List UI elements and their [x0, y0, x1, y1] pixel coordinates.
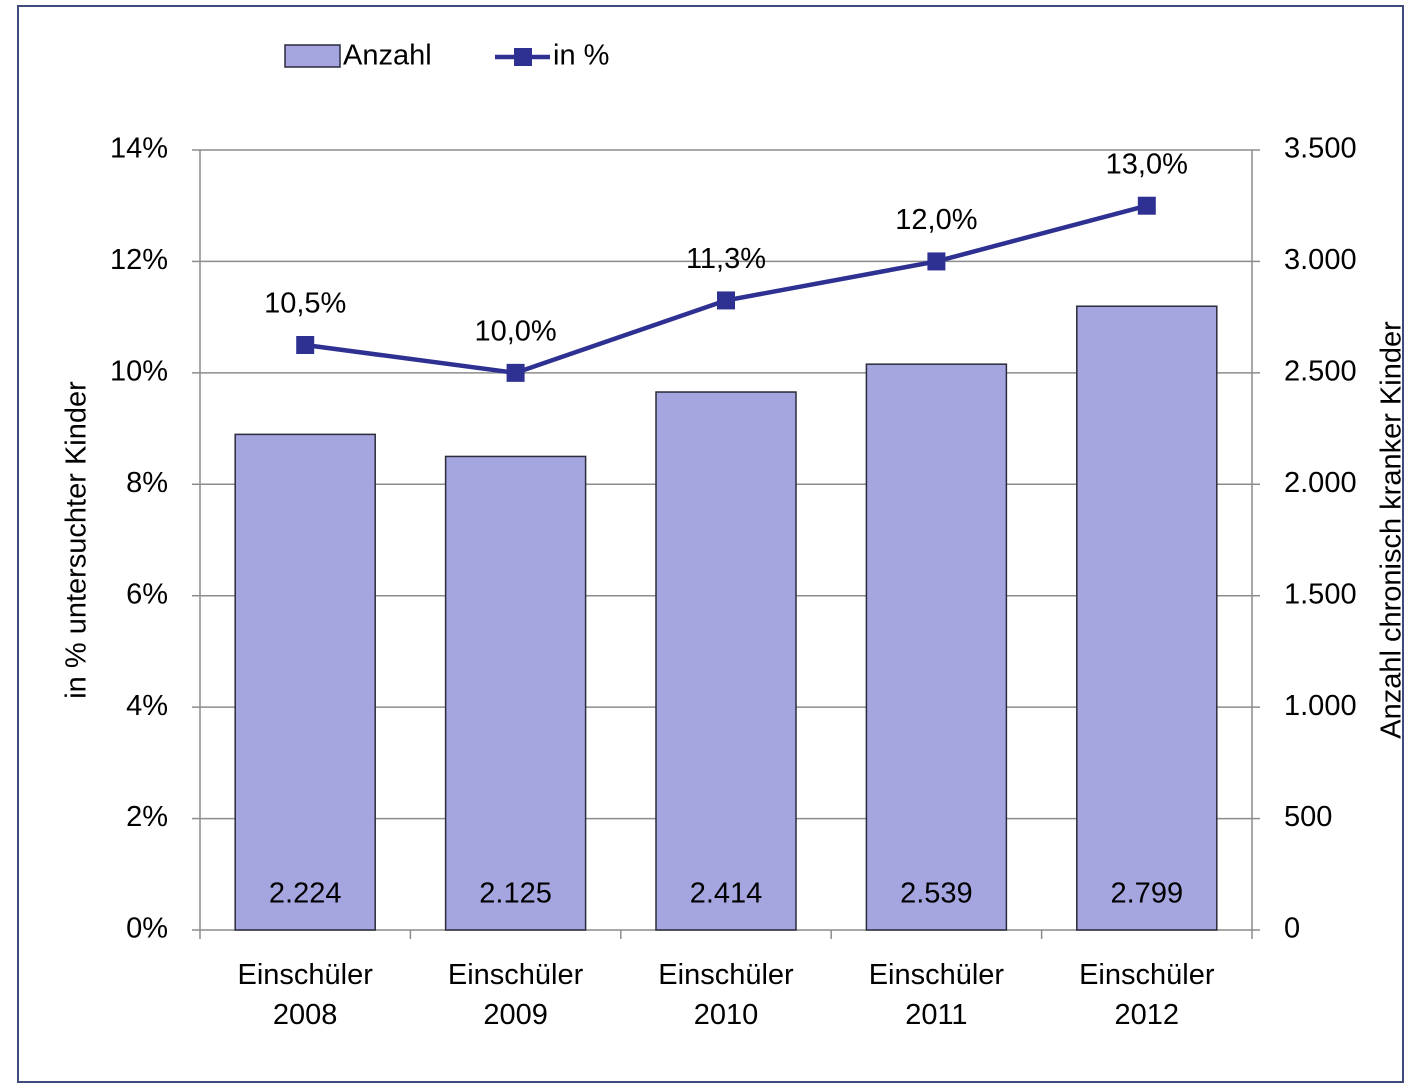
legend-label: in %	[553, 40, 609, 72]
y2-tick-label: 2.500	[1284, 356, 1357, 388]
line-value-label: 10,5%	[264, 288, 346, 320]
y-tick-label: 14%	[110, 133, 168, 165]
bar	[444, 455, 587, 931]
y-tick-label: 4%	[126, 690, 168, 722]
bar	[655, 391, 797, 931]
x-tick-label: Einschüler 2008	[237, 959, 373, 1031]
bar-value-label: 2.799	[1111, 878, 1184, 910]
y-tick-label: 10%	[110, 356, 168, 388]
bar-value-label: 2.224	[269, 878, 342, 910]
y-axis-title: in % untersuchter Kinder	[61, 381, 93, 699]
y-tick-label: 6%	[126, 578, 168, 610]
legend-label: Anzahl	[343, 40, 432, 72]
y2-tick-label: 500	[1284, 801, 1332, 833]
line-value-label: 10,0%	[474, 316, 556, 348]
x-tick-label: Einschüler 2012	[1079, 959, 1215, 1031]
y2-axis-title: Anzahl chronisch kranker Kinder	[1376, 321, 1408, 739]
line-marker	[717, 291, 735, 310]
bar	[1076, 305, 1218, 931]
bar	[234, 433, 376, 931]
bar-value-label: 2.539	[900, 878, 973, 910]
legend-swatch	[284, 44, 341, 68]
y-tick-label: 8%	[126, 467, 168, 499]
y2-tick-label: 1.500	[1284, 578, 1357, 610]
y-tick-label: 0%	[126, 913, 168, 945]
line-marker	[296, 336, 315, 354]
chart-border	[17, 5, 1404, 1083]
line-value-label: 12,0%	[895, 204, 977, 236]
line-value-label: 13,0%	[1106, 148, 1188, 180]
x-tick-label: Einschüler 2009	[447, 959, 584, 1031]
y2-tick-label: 0	[1284, 913, 1300, 945]
x-tick-label: Einschüler 2010	[658, 959, 794, 1031]
line-marker	[506, 363, 525, 382]
legend-swatch-marker	[514, 48, 532, 66]
y-tick-label: 12%	[110, 244, 168, 276]
y2-tick-label: 1.000	[1284, 690, 1357, 722]
line-marker	[927, 252, 946, 271]
y2-tick-label: 2.000	[1284, 467, 1357, 499]
line-marker	[1137, 196, 1156, 215]
bar-value-label: 2.414	[690, 878, 763, 910]
y2-tick-label: 3.000	[1284, 244, 1357, 276]
bar	[865, 363, 1008, 931]
y-tick-label: 2%	[126, 801, 168, 833]
line	[304, 203, 1148, 376]
x-tick-label: Einschüler 2011	[868, 959, 1005, 1031]
bar-value-label: 2.125	[479, 878, 552, 910]
line-value-label: 11,3%	[686, 243, 766, 275]
y2-tick-label: 3.500	[1284, 133, 1357, 165]
